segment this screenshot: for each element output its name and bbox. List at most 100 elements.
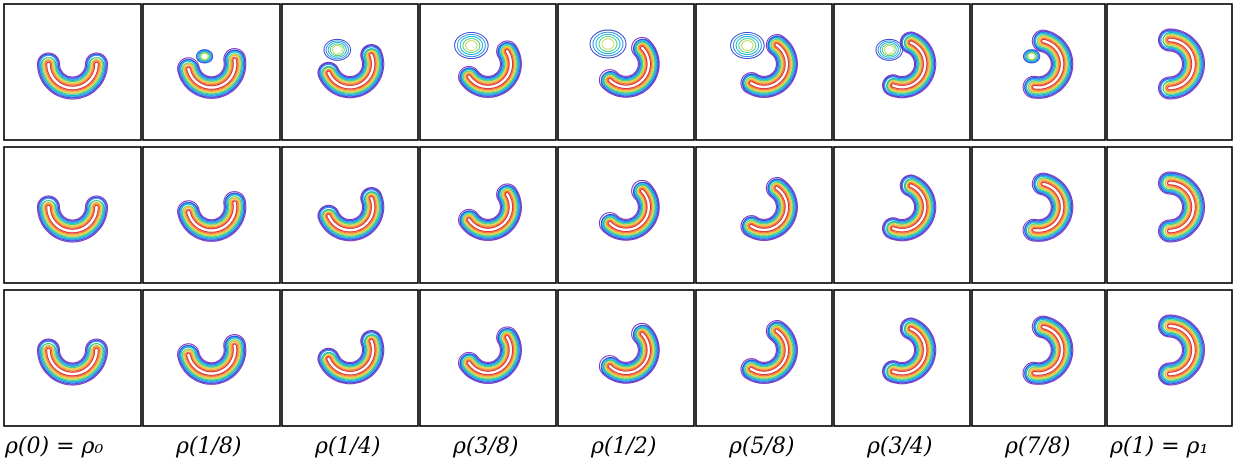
contour-line	[747, 41, 791, 91]
contour-panel-r1-c2	[142, 3, 281, 141]
panel-frame	[695, 146, 833, 284]
contour-line	[603, 184, 656, 237]
contour-panel-r1-c5	[557, 3, 695, 141]
panel-frame	[971, 3, 1106, 141]
contour-line	[1026, 32, 1070, 96]
label-rho-1-2: ρ(1/2)	[591, 434, 657, 459]
contour-panel-r3-c3	[281, 289, 419, 427]
contour-line	[606, 187, 653, 234]
diffuse-contour	[592, 31, 624, 57]
panel-frame	[971, 289, 1106, 427]
contour-panel-r3-c6	[695, 289, 833, 427]
contour-line	[325, 337, 377, 377]
contour-panel-r3-c8	[971, 289, 1106, 427]
contour-panel-r2-c8	[971, 146, 1106, 284]
contour-line	[1164, 177, 1200, 237]
contour-line	[746, 183, 792, 235]
diffuse-contour	[1026, 51, 1037, 61]
contour-line	[887, 322, 932, 380]
diffuse-contour	[877, 40, 901, 60]
contour-line	[465, 47, 515, 91]
contour-line	[459, 328, 521, 383]
contour-line	[883, 318, 936, 384]
contour-line	[459, 185, 521, 240]
contour-line	[185, 56, 239, 91]
contour-line	[44, 203, 101, 235]
contour-line	[182, 196, 241, 237]
contour-line	[319, 46, 383, 97]
contour-line	[324, 194, 378, 235]
contour-line	[181, 196, 242, 238]
panel-frame	[833, 3, 971, 141]
contour-line	[1024, 173, 1073, 241]
panel-frame	[557, 3, 695, 141]
diffuse-contour	[595, 33, 621, 55]
contour-line	[743, 37, 795, 95]
contour-line	[38, 53, 107, 99]
contour-line	[179, 50, 244, 97]
contour-line	[458, 183, 522, 241]
contour-line	[1029, 36, 1067, 92]
diffuse-contour	[454, 31, 489, 60]
contour-line	[890, 40, 928, 90]
contour-line	[182, 53, 241, 94]
contour-line	[606, 330, 653, 377]
contour-line	[465, 333, 515, 377]
contour-line	[887, 37, 931, 93]
contour-line	[883, 32, 936, 98]
contour-line	[740, 177, 798, 241]
contour-line	[1027, 177, 1069, 238]
panel-frame	[281, 3, 419, 141]
diffuse-contour	[196, 49, 214, 64]
diffuse-contour	[881, 43, 897, 57]
contour-line	[1164, 320, 1200, 380]
diffuse-contour	[459, 36, 484, 55]
contour-line	[745, 39, 793, 93]
contour-line	[461, 43, 519, 95]
contour-line	[181, 53, 242, 95]
contour-line	[1026, 175, 1070, 239]
contour-line	[42, 201, 103, 237]
contour-line	[1024, 317, 1071, 383]
contour-line	[1167, 323, 1196, 377]
contour-line	[601, 325, 658, 382]
contour-line	[886, 35, 933, 95]
panel-frame	[419, 146, 557, 284]
contour-line	[326, 195, 376, 233]
contour-line	[180, 337, 243, 382]
contour-line	[747, 327, 791, 377]
contour-line	[317, 44, 385, 99]
contour-line	[458, 326, 522, 384]
contour-line	[460, 185, 520, 239]
contour-line	[323, 335, 379, 379]
contour-panel-r1-c9	[1106, 3, 1233, 141]
contour-line	[1159, 29, 1204, 99]
contour-line	[179, 336, 244, 383]
contour-line	[321, 334, 381, 381]
contour-panel-r1-c4	[419, 3, 557, 141]
contour-line	[39, 197, 106, 241]
contour-line	[459, 42, 521, 97]
panel-frame	[557, 146, 695, 284]
contour-line	[604, 185, 655, 236]
contour-line	[889, 181, 930, 235]
diffuse-contour	[601, 38, 615, 50]
contour-line	[602, 326, 657, 381]
contour-line	[43, 202, 102, 236]
contour-line	[882, 317, 937, 385]
contour-line	[177, 191, 247, 242]
contour-line	[602, 40, 657, 95]
diffuse-contour	[879, 42, 899, 58]
panel-frame	[142, 3, 281, 141]
contour-line	[1029, 179, 1067, 235]
contour-line	[1031, 180, 1066, 234]
contour-line	[41, 343, 104, 381]
contour-line	[600, 324, 659, 383]
contour-line	[1024, 174, 1071, 240]
contour-line	[460, 42, 520, 96]
panel-frame	[142, 146, 281, 284]
diffuse-contour	[456, 34, 486, 58]
contour-line	[177, 48, 247, 99]
contour-line	[39, 340, 106, 384]
contour-panel-r2-c9	[1106, 146, 1233, 284]
